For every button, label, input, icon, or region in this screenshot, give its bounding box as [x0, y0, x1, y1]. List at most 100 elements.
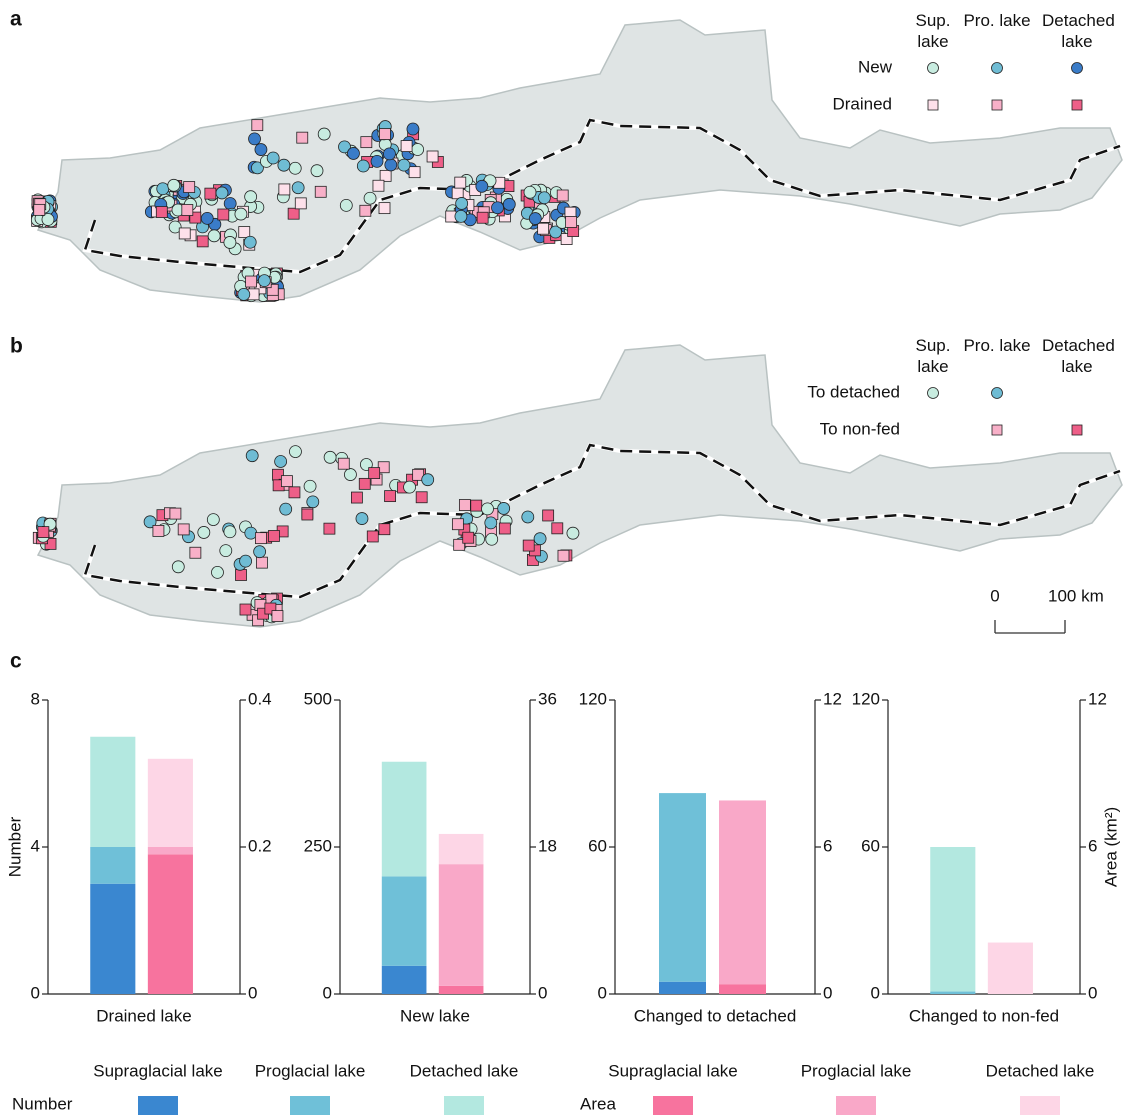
lake-dot	[248, 132, 261, 146]
lake-dot	[383, 147, 396, 161]
glacier-outline	[36, 19, 1123, 303]
legend-marker	[927, 62, 939, 74]
y-tick-label: 0	[598, 983, 607, 1002]
lake-dot	[244, 526, 258, 540]
bar-segment	[438, 864, 484, 986]
lake-dot	[521, 510, 535, 524]
lake-square	[378, 202, 391, 215]
lake-square	[462, 531, 475, 544]
lake-dot	[338, 140, 351, 154]
lake-dot	[384, 158, 398, 172]
lake-square	[238, 226, 251, 238]
lake-square	[537, 222, 550, 235]
legend-row-label: Drained	[832, 94, 892, 113]
lake-dot	[257, 274, 271, 288]
lake-square	[235, 569, 247, 581]
bar-segment	[987, 942, 1033, 994]
lake-dot	[156, 182, 170, 196]
legend-column-header: Sup. lake	[915, 336, 951, 376]
lake-dot	[481, 502, 494, 516]
lake-square	[155, 206, 168, 218]
legend-marker	[991, 387, 1003, 399]
category-label: Changed to non-fed	[909, 1006, 1059, 1025]
lake-dot	[41, 213, 55, 226]
y2-tick-label: 0.2	[248, 836, 272, 855]
lake-dot	[254, 143, 268, 156]
lake-dot	[502, 197, 516, 211]
lake-square	[278, 183, 291, 196]
legend-row-label: Number	[12, 1094, 73, 1113]
bar-segment	[90, 847, 136, 884]
y-tick-label: 8	[31, 689, 40, 708]
lake-dot	[223, 236, 237, 249]
legend-marker	[927, 387, 939, 399]
lake-dot	[277, 158, 291, 172]
lake-square	[251, 119, 264, 132]
lake-square	[239, 603, 252, 616]
y2-tick-label: 6	[823, 836, 832, 855]
legend-marker	[927, 99, 939, 111]
lake-dot	[317, 127, 331, 141]
bar-segment	[147, 847, 193, 855]
bar-segment	[381, 965, 427, 994]
bar-segment	[381, 761, 427, 877]
panel-label: a	[10, 8, 22, 31]
legend-swatch	[290, 1096, 330, 1115]
lake-dot	[523, 185, 537, 199]
lake-dot	[237, 288, 251, 301]
lake-dot	[223, 197, 237, 210]
lake-dot	[143, 515, 157, 529]
y-tick-label: 60	[861, 836, 880, 855]
y2-tick-label: 18	[538, 836, 557, 855]
map-b	[32, 344, 1123, 628]
legend-label: Supraglacial lake	[608, 1061, 737, 1080]
lake-dot	[245, 449, 259, 463]
lake-square	[189, 546, 202, 559]
lake-dot	[485, 532, 499, 546]
lake-square	[378, 523, 391, 536]
lake-dot	[211, 565, 224, 579]
lake-dot	[528, 212, 542, 225]
lake-dot	[167, 178, 181, 192]
lake-dot	[251, 161, 264, 175]
legend-label: Supraglacial lake	[93, 1061, 222, 1080]
lake-dot	[475, 179, 489, 193]
lake-square	[296, 131, 309, 144]
boundary-line	[83, 443, 1121, 599]
panel-label: b	[10, 335, 23, 358]
lake-square	[264, 602, 277, 615]
lake-dot	[355, 512, 369, 525]
lake-dot	[421, 473, 435, 487]
lake-dot	[303, 479, 317, 493]
bar-segment	[659, 793, 706, 982]
legend-swatch	[444, 1096, 484, 1115]
lake-square	[358, 477, 371, 490]
lake-dot	[207, 229, 221, 243]
bar-segment	[438, 985, 484, 994]
lake-square	[522, 539, 535, 552]
lake-dot	[533, 532, 547, 546]
lake-square	[288, 486, 301, 499]
lake-square	[560, 233, 573, 245]
bar-segment	[659, 981, 706, 994]
lake-square	[565, 216, 578, 228]
legend-marker	[991, 62, 1003, 74]
y2-tick-label: 6	[1088, 836, 1097, 855]
lake-dot	[455, 197, 469, 210]
legend-label: Proglacial lake	[801, 1061, 912, 1080]
lake-square	[177, 523, 190, 536]
legend-marker	[991, 99, 1003, 111]
lake-dot	[454, 209, 468, 223]
y-tick-label: 4	[31, 836, 40, 855]
lake-dot	[234, 207, 248, 221]
category-label: Drained lake	[96, 1006, 191, 1025]
lake-dot	[253, 545, 267, 559]
legend-swatch	[653, 1096, 693, 1115]
lake-dot	[344, 468, 357, 481]
y2-axis-label: Area (km²)	[1101, 807, 1120, 887]
lake-dot	[239, 554, 253, 568]
legend-row-label: Area	[580, 1094, 616, 1113]
lake-square	[266, 283, 279, 296]
lake-square	[33, 203, 46, 216]
